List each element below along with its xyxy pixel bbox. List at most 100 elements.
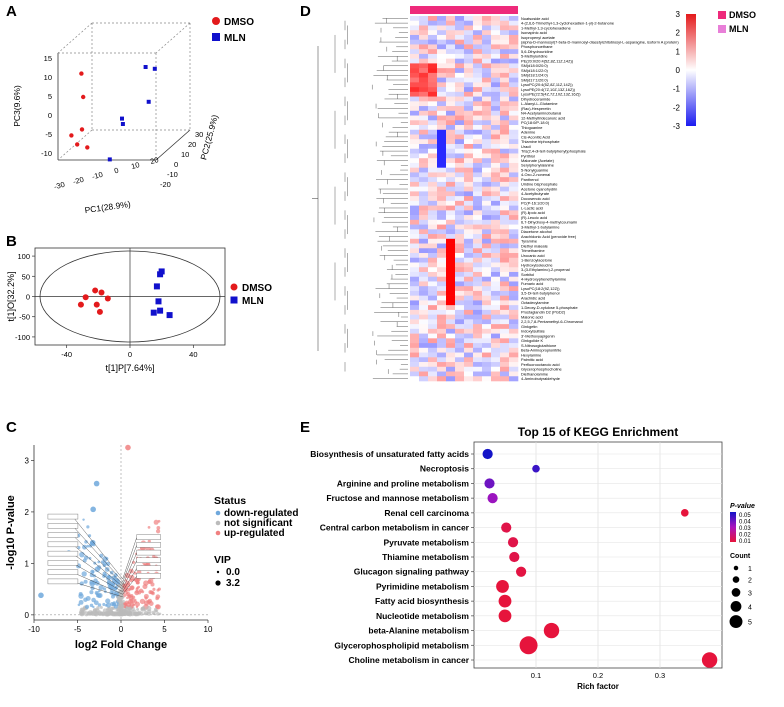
heatmap-cell <box>410 16 420 22</box>
heatmap-cell <box>509 143 519 150</box>
heatmap-cell <box>482 120 492 126</box>
heatmap-cell <box>437 290 447 296</box>
heatmap-cell <box>464 101 474 107</box>
heatmap-cell <box>509 134 519 140</box>
heatmap-cell <box>509 219 519 225</box>
heatmap-cell <box>437 281 447 287</box>
heatmap-cell <box>428 248 438 254</box>
heatmap-cell <box>464 328 474 334</box>
heatmap-cell <box>491 181 501 187</box>
heatmap-cell <box>464 153 474 159</box>
heatmap-cell <box>446 148 456 154</box>
heatmap-cell <box>491 139 501 145</box>
color-scale-tick: 3 <box>676 10 681 19</box>
heatmap-cell <box>509 181 519 187</box>
volcano-point <box>105 602 111 608</box>
heatmap-cell <box>437 229 447 235</box>
heatmap-cell <box>428 177 438 183</box>
heatmap-cell <box>437 324 447 330</box>
heatmap-cell <box>455 224 465 230</box>
volcano-point <box>104 603 108 607</box>
heatmap-cell <box>446 129 456 135</box>
vip-label: 3.2 <box>226 578 240 589</box>
heatmap-cell <box>473 324 483 330</box>
box-edge <box>57 129 93 161</box>
heatmap-cell <box>455 172 465 178</box>
heatmap-cell <box>428 68 438 74</box>
heatmap-cell <box>491 106 501 112</box>
heatmap-cell <box>464 366 474 372</box>
heatmap-cell <box>509 271 519 278</box>
label-box <box>47 578 79 585</box>
heatmap-cell <box>500 281 510 287</box>
heatmap-cell <box>473 25 483 31</box>
heatmap-cell <box>419 181 429 187</box>
heatmap-cell <box>446 210 456 216</box>
heatmap-cell <box>473 333 483 339</box>
heatmap-cell <box>482 39 492 45</box>
heatmap-cell <box>419 229 429 235</box>
heatmap-cell <box>428 253 438 259</box>
heatmap-cell <box>446 172 456 178</box>
heatmap-cell <box>446 352 456 358</box>
label-leader <box>73 526 123 582</box>
heatmap-cell <box>419 309 429 315</box>
heatmap-cell <box>437 271 447 278</box>
volcano-point <box>111 606 115 610</box>
heatmap-cell <box>428 20 438 26</box>
heatmap-cell <box>500 72 510 78</box>
heatmap-cell <box>464 309 474 315</box>
heatmap-cell <box>428 129 438 135</box>
color-scale-bar <box>686 14 696 126</box>
vip-marker <box>216 570 220 574</box>
heatmap-cell <box>491 115 501 121</box>
heatmap-cell <box>446 343 456 349</box>
heatmap-cell <box>455 72 465 78</box>
heatmap-cell <box>437 49 447 55</box>
volcano-point-highlight <box>90 506 96 513</box>
heatmap-cell <box>491 352 501 358</box>
heatmap-cell <box>428 314 438 320</box>
heatmap-cell <box>491 290 501 296</box>
heatmap-cell <box>491 191 501 197</box>
heatmap-cell <box>509 72 519 78</box>
legend-label: DMSO <box>242 283 272 294</box>
heatmap-cell <box>500 39 510 45</box>
heatmap-cell <box>455 162 465 168</box>
count-label: 1 <box>748 566 752 573</box>
label-box <box>47 569 79 575</box>
heatmap-cell <box>428 125 438 131</box>
heatmap-cell <box>491 172 501 178</box>
heatmap-cell <box>464 49 474 55</box>
heatmap-cell <box>500 376 510 382</box>
box-edge <box>155 129 191 161</box>
volcano-point-highlight <box>125 444 131 451</box>
heatmap-cell <box>437 234 447 240</box>
heatmap-cell <box>419 186 429 192</box>
volcano-point <box>102 563 107 568</box>
heatmap-cell <box>500 134 510 140</box>
heatmap-cell <box>482 276 492 282</box>
heatmap-cell <box>464 63 474 69</box>
heatmap-cell <box>482 115 492 121</box>
heatmap-cell <box>446 101 456 107</box>
heatmap-cell <box>500 125 510 131</box>
heatmap-cell <box>437 30 447 36</box>
heatmap-cell <box>491 63 501 69</box>
legend-marker-dmso <box>230 283 238 291</box>
heatmap-cell <box>410 148 420 154</box>
heatmap-row-label: 2,2,5,7,8-Pentamethyl-6-Chromanol <box>521 319 583 324</box>
heatmap-cell <box>473 96 483 102</box>
volcano-point <box>106 611 112 617</box>
heatmap-cell <box>509 357 519 363</box>
heatmap-cell <box>473 167 483 173</box>
heatmap-cell <box>410 115 420 121</box>
volcano-point <box>88 556 92 560</box>
heatmap-row-label: 12-Methyltridecanoic acid <box>521 115 565 120</box>
y-axis-label: t[1]O[32.2%] <box>6 271 16 321</box>
heatmap-cell <box>419 139 429 145</box>
heatmap-cell <box>428 110 438 116</box>
heatmap-cell <box>500 215 510 221</box>
heatmap-cell <box>437 63 447 69</box>
heatmap-cell <box>509 153 519 159</box>
